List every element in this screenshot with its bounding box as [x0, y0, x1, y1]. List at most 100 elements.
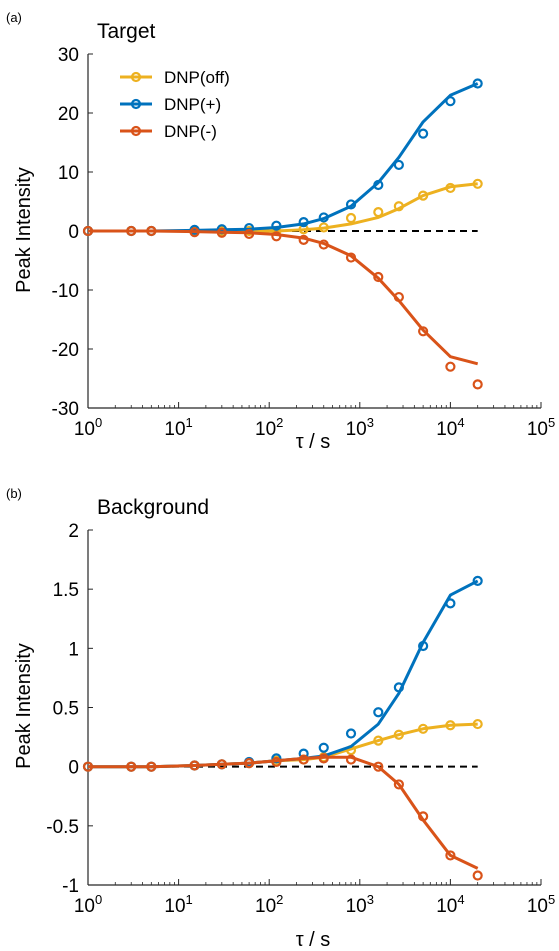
- series-dnpplus-point: [418, 640, 429, 652]
- series-dnpplus-point: [345, 728, 357, 739]
- series-dnpminus-point: [373, 761, 384, 772]
- y-tick-label: 30: [58, 45, 79, 66]
- series-dnpminus-point: [345, 754, 357, 765]
- panel-b-ylabel: Peak Intensity: [13, 643, 35, 769]
- series-dnpminus-point: [318, 753, 329, 764]
- y-tick-label: 1: [68, 639, 79, 660]
- series-dnpminus-point: [345, 252, 357, 263]
- y-tick-label: 0: [68, 758, 79, 779]
- x-tick-label: 105: [527, 892, 555, 917]
- series-dnpminus-point: [271, 231, 282, 242]
- panel-b-label: (b): [6, 486, 22, 501]
- panel-b-plot: -1 -0.5 0 0.5 1 1.5 2 100 101 102 103 104 105: [46, 521, 555, 917]
- series-dnpminus-point: [146, 761, 157, 772]
- series-dnpplus-point: [445, 598, 456, 609]
- series-dnpminus-point: [298, 754, 309, 765]
- series-dnpminus-point: [244, 758, 255, 769]
- series-dnpminus-point: [472, 870, 483, 881]
- series-dnpplus-point: [271, 220, 282, 231]
- series-dnpoff-point: [393, 201, 404, 212]
- series-dnpoff-point: [318, 222, 329, 233]
- series-dnpminus-point: [298, 234, 309, 245]
- series-dnpminus-point: [126, 225, 137, 237]
- x-tick-label: 102: [255, 415, 283, 440]
- series-dnpplus-point: [298, 217, 309, 228]
- x-tick-label: 100: [74, 415, 102, 440]
- series-dnpoff-point: [445, 720, 456, 731]
- series-dnpplus-fit-line: [88, 82, 479, 233]
- panel-a-plot: -30 -20 -10 0 10 20 30 100 101 102 103 104 105 DNP(of…: [52, 45, 556, 440]
- y-tick-label: 2: [68, 521, 79, 542]
- series-dnpminus-point: [393, 779, 404, 790]
- series-dnpoff-point: [418, 190, 429, 201]
- series-dnpoff-point: [393, 729, 404, 740]
- x-tick-label: 101: [164, 892, 192, 917]
- legend-label: DNP(-): [164, 122, 217, 141]
- series-dnpminus-fit-line: [88, 755, 479, 870]
- x-tick-label: 104: [436, 892, 464, 917]
- series-dnpplus-point: [345, 199, 357, 210]
- legend-label: DNP(off): [164, 68, 230, 87]
- legend-swatch-marker: [130, 98, 142, 110]
- series-dnpminus-point: [216, 759, 227, 770]
- panel-b-title: Background: [97, 496, 209, 519]
- series-dnpminus-point: [373, 271, 384, 283]
- series-dnpplus-point: [393, 159, 404, 171]
- series-dnpminus-point: [418, 326, 429, 337]
- series-dnpminus-point: [445, 361, 456, 372]
- series-dnpoff-point: [373, 735, 384, 746]
- series-dnpplus-point: [418, 128, 429, 139]
- series-dnpminus-point: [82, 225, 94, 237]
- panel-b: (b) Background Peak Intensity τ / s -1 -0…: [6, 486, 555, 951]
- series-dnpminus-point: [189, 760, 200, 771]
- series-dnpplus-point: [373, 179, 384, 191]
- series-dnpminus-point: [472, 379, 483, 390]
- y-tick-label: 1.5: [53, 580, 79, 601]
- panel-a-xlabel: τ / s: [296, 431, 331, 453]
- legend-swatch-marker: [130, 125, 142, 137]
- x-tick-label: 101: [164, 415, 192, 440]
- y-tick-label: 0: [68, 222, 79, 243]
- series-dnpplus-point: [472, 575, 483, 586]
- panel-b-xlabel: τ / s: [296, 929, 331, 951]
- legend-swatch-marker: [130, 71, 142, 83]
- panel-a-legend: DNP(off) DNP(+) DNP(-): [120, 68, 230, 141]
- y-tick-label: 10: [58, 163, 79, 184]
- series-dnpminus-point: [82, 761, 94, 772]
- series-dnpoff-point: [472, 178, 483, 189]
- series-dnpminus-point: [216, 227, 227, 238]
- series-dnpminus-point: [126, 761, 137, 772]
- series-dnpoff-point: [445, 182, 456, 194]
- y-tick-label: -10: [52, 281, 79, 302]
- y-tick-label: -1: [62, 876, 79, 897]
- series-dnpplus-fit-line: [88, 579, 479, 769]
- series-dnpminus-fit-line: [88, 229, 479, 366]
- series-dnpminus-point: [146, 225, 157, 237]
- y-tick-label: 20: [58, 104, 79, 125]
- panel-a-ylabel: Peak Intensity: [13, 167, 35, 293]
- panel-a: (a) Target Peak Intensity τ / s -30 -20 -1…: [6, 10, 555, 453]
- series-dnpminus-point: [393, 291, 404, 303]
- series-dnpminus-point: [418, 811, 429, 822]
- series-dnpminus-point: [318, 239, 329, 250]
- series-dnpoff-point: [418, 723, 429, 734]
- panel-a-label: (a): [6, 10, 22, 25]
- x-tick-label: 103: [346, 415, 374, 440]
- series-dnpoff-point: [472, 718, 483, 730]
- series-dnpminus-point: [244, 228, 255, 240]
- series-dnpoff-point: [373, 207, 384, 218]
- series-dnpminus-point: [271, 756, 282, 768]
- series-dnpplus-point: [271, 753, 282, 764]
- series-dnpplus-point: [318, 212, 329, 223]
- x-tick-label: 100: [74, 892, 102, 917]
- series-dnpminus-point: [445, 850, 456, 861]
- series-dnpplus-point: [445, 96, 456, 107]
- y-tick-label: 0.5: [53, 699, 79, 720]
- panel-a-title: Target: [97, 20, 156, 43]
- series-dnpplus-point: [318, 742, 329, 753]
- series-dnpoff-fit-line: [88, 182, 478, 233]
- legend-label: DNP(+): [164, 95, 221, 114]
- series-dnpplus-point: [472, 78, 483, 89]
- x-tick-label: 105: [527, 415, 555, 440]
- y-tick-label: -20: [52, 340, 79, 361]
